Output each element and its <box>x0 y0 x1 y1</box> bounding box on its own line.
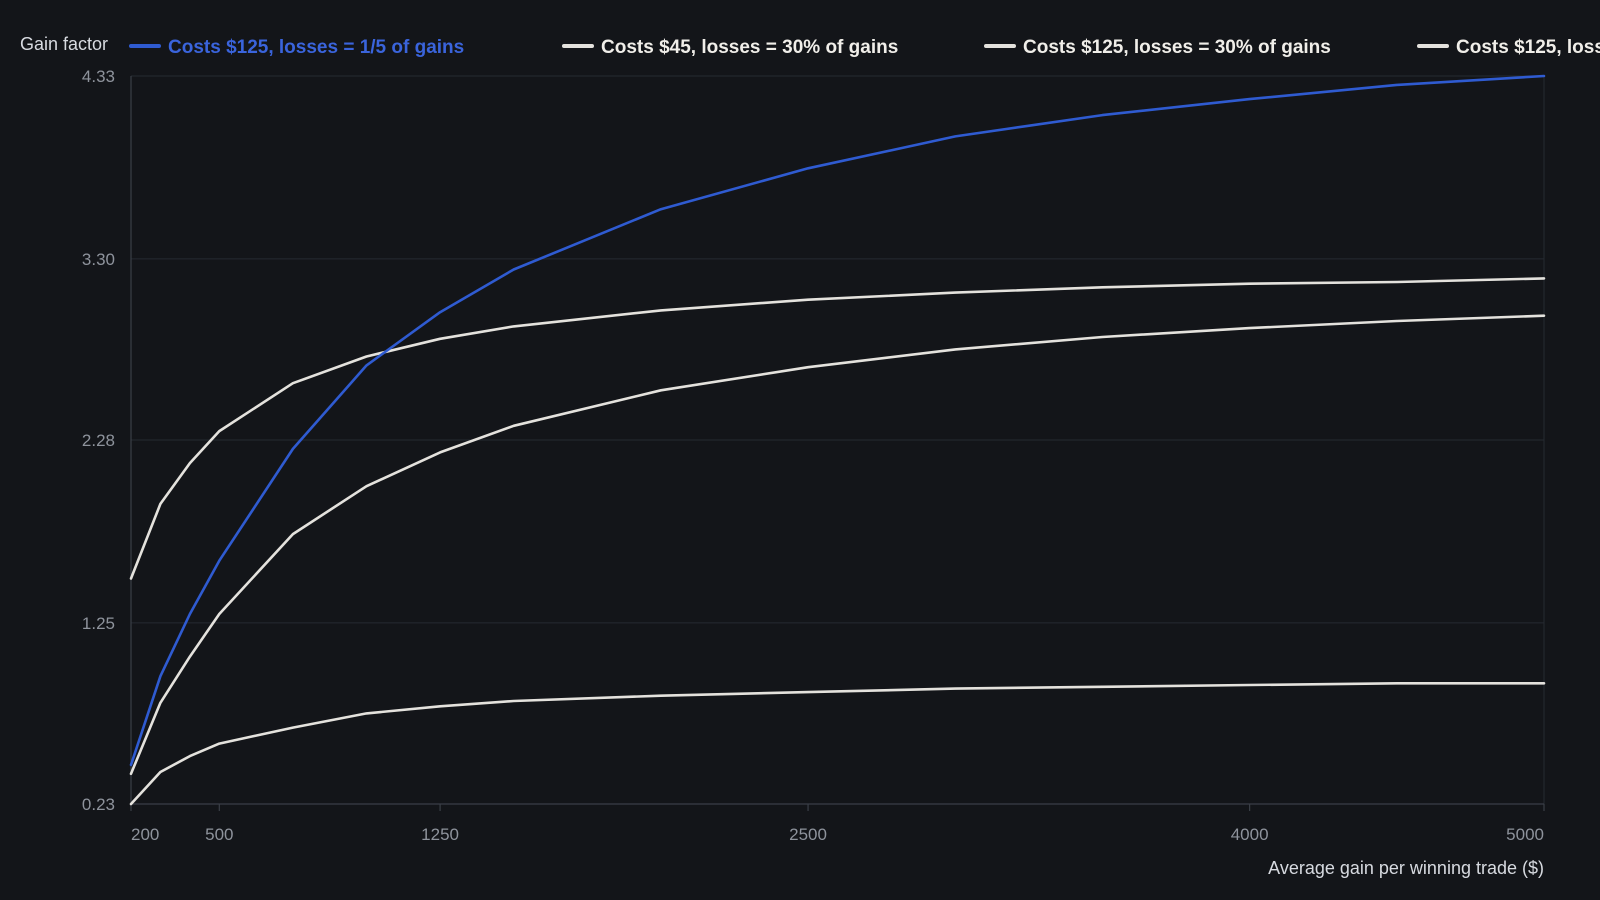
legend-label: Costs $125, losses = 30% of gains <box>1023 37 1331 58</box>
legend-item-2[interactable]: Costs $45, losses = 30% of gains <box>562 37 898 58</box>
legend-item-3[interactable]: Costs $125, losses = 30% of gains <box>984 37 1331 58</box>
x-tick-label: 200 <box>131 825 159 844</box>
y-axis-title: Gain factor <box>20 34 108 54</box>
x-axis-title: Average gain per winning trade ($) <box>1268 858 1544 878</box>
series-line-4 <box>129 681 1546 806</box>
y-tick-label: 1.25 <box>82 614 115 633</box>
series-line-3 <box>129 314 1546 776</box>
series-line-2 <box>129 277 1546 580</box>
x-tick-label: 500 <box>205 825 233 844</box>
x-tick-label: 4000 <box>1231 825 1269 844</box>
legend-item-4[interactable]: Costs $125, losses = 50% of gains <box>1417 37 1600 58</box>
legend-label: Costs $125, losses = 1/5 of gains <box>168 37 464 58</box>
legend-label: Costs $125, losses = 50% of gains <box>1456 37 1600 58</box>
x-tick-label: 2500 <box>789 825 827 844</box>
legend-item-1[interactable]: Costs $125, losses = 1/5 of gains <box>129 37 464 58</box>
legend-label: Costs $45, losses = 30% of gains <box>601 37 898 58</box>
y-tick-label: 4.33 <box>82 67 115 86</box>
legend[interactable]: Costs $125, losses = 1/5 of gains Costs $… <box>129 37 1600 58</box>
x-tick-label: 1250 <box>421 825 459 844</box>
y-tick-label: 3.30 <box>82 250 115 269</box>
grid <box>131 75 1545 805</box>
y-tick-label: 2.28 <box>82 431 115 450</box>
axes: 4.33 3.30 2.28 1.25 0.23 200 500 1250 2500 4000 50… <box>82 67 1545 844</box>
series-line-1 <box>129 74 1546 767</box>
y-tick-label: 0.23 <box>82 795 115 814</box>
series-lines <box>129 74 1546 806</box>
x-tick-label: 5000 <box>1506 825 1544 844</box>
